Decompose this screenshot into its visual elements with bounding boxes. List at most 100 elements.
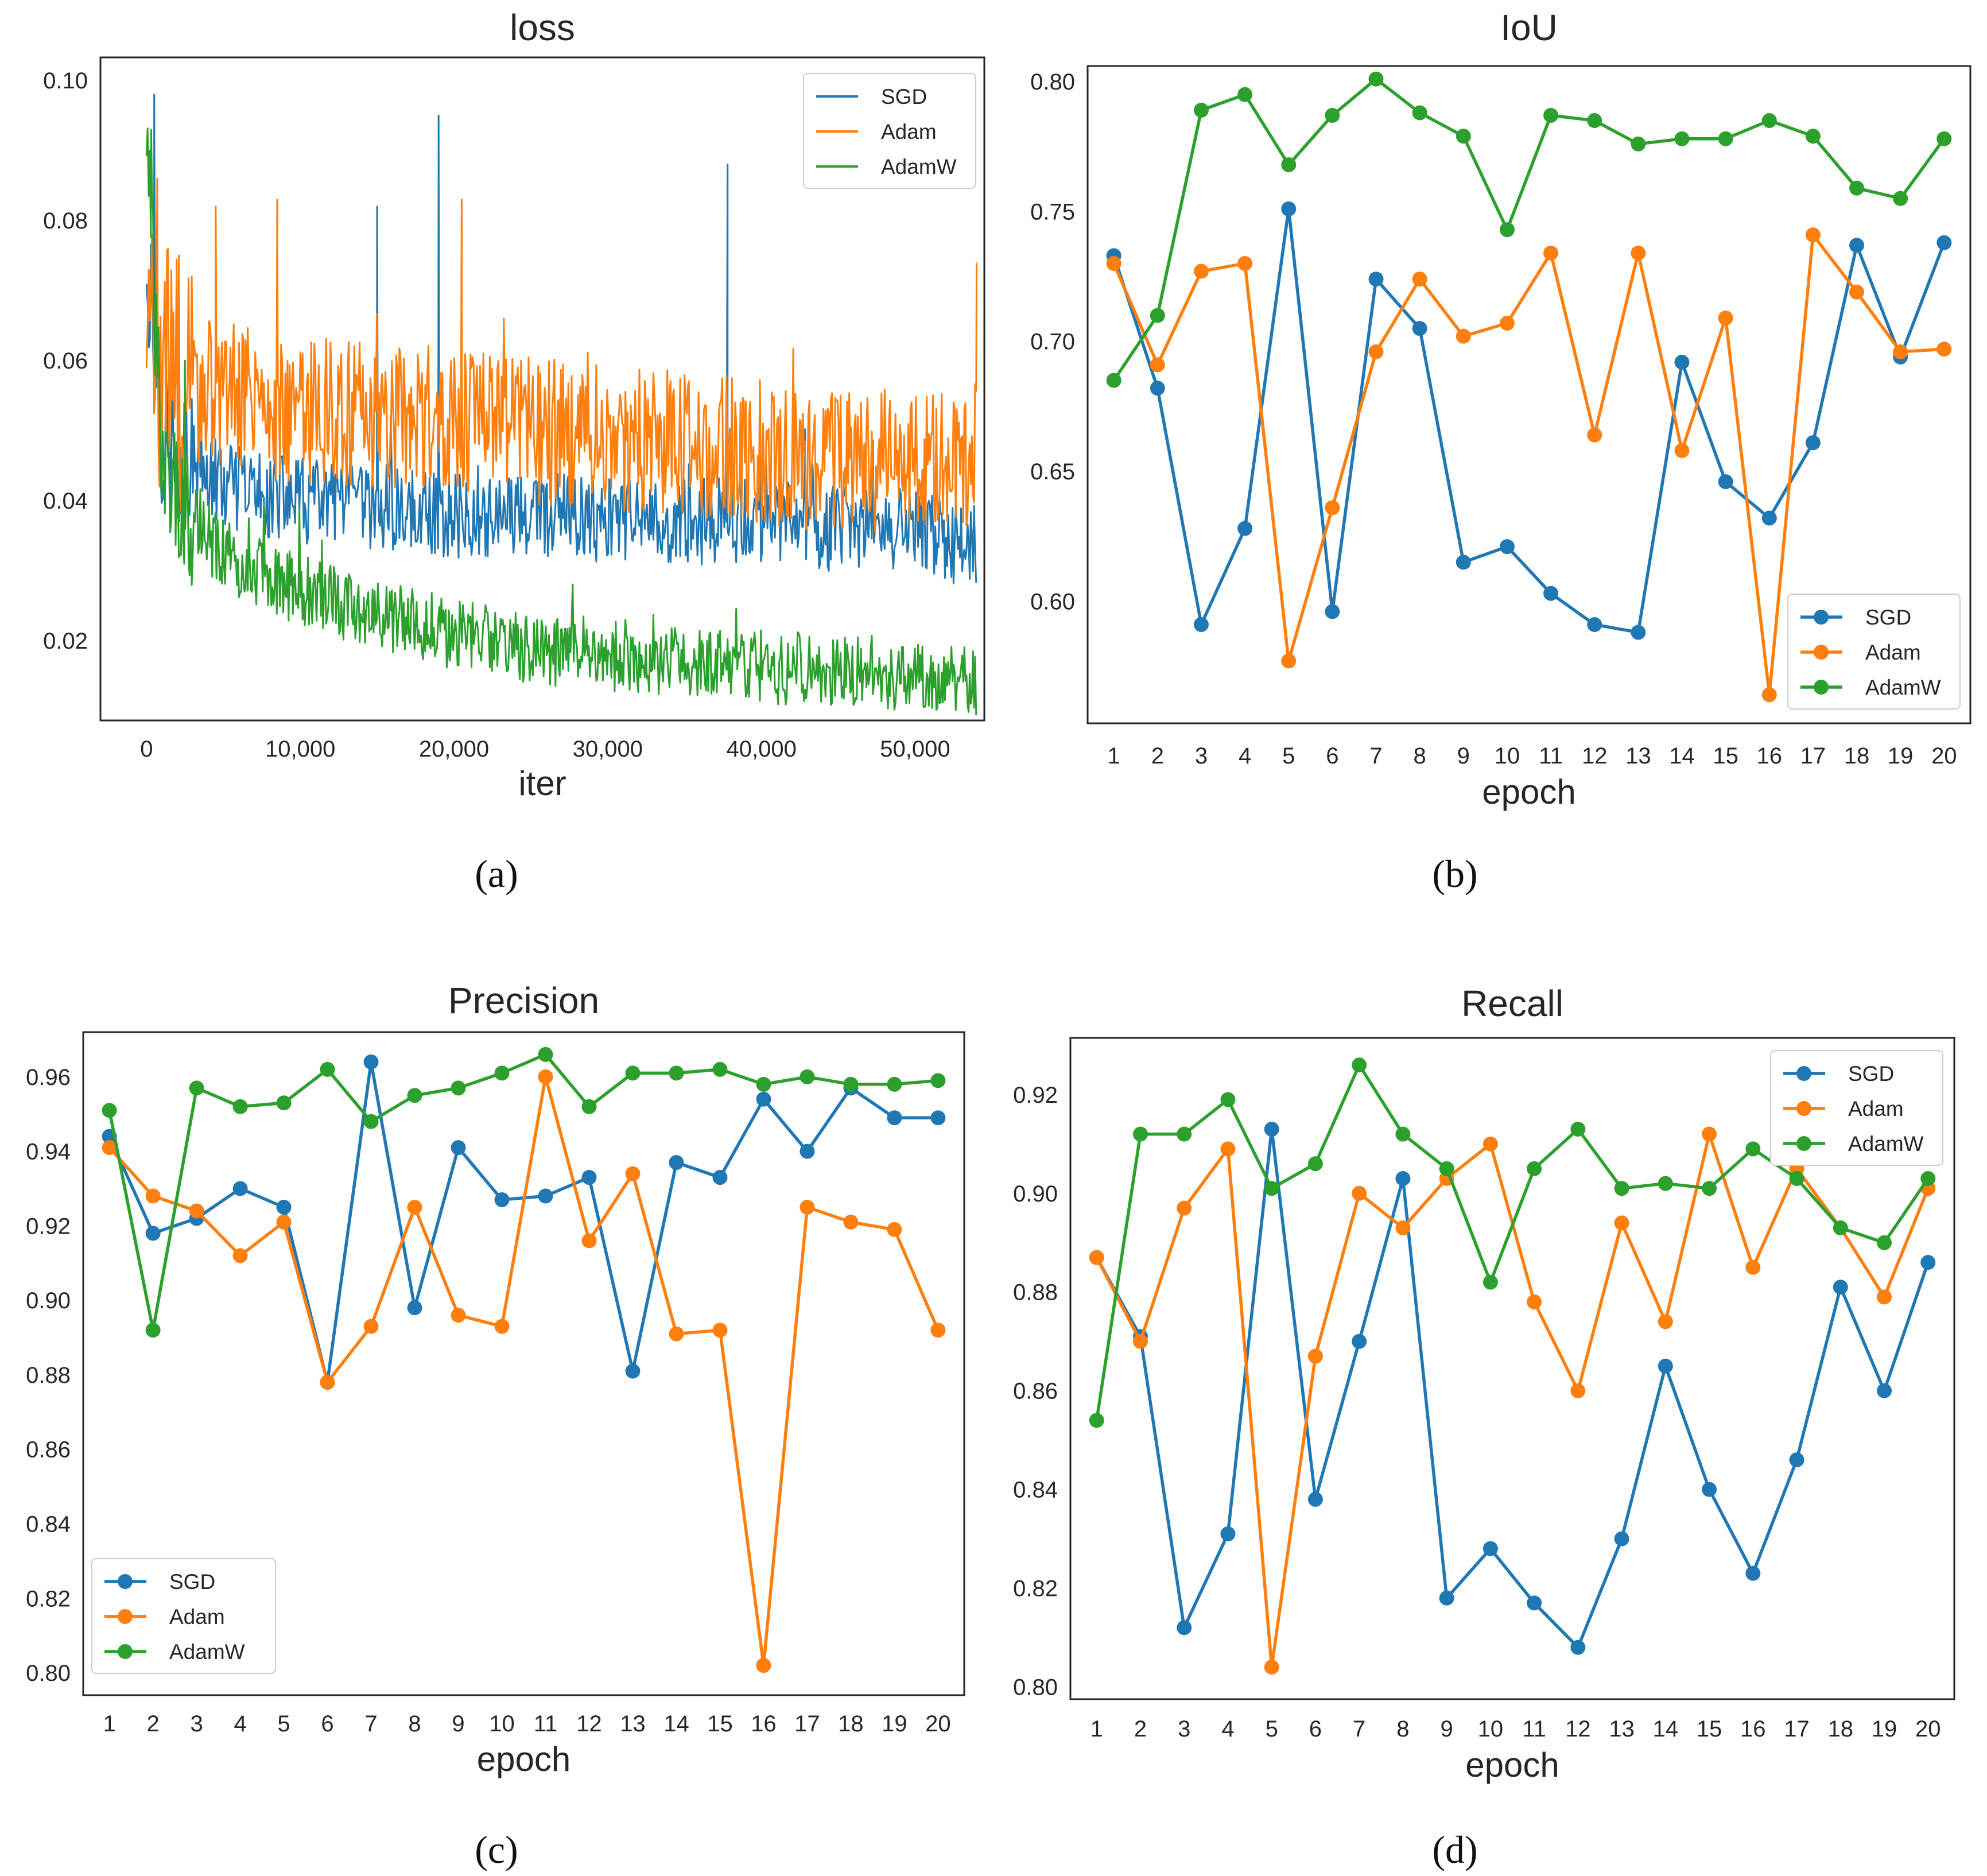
recall-point-adamw [1089, 1413, 1104, 1428]
recall-point-adamw [1132, 1126, 1148, 1142]
precision-x-tick-label: 11 [534, 1711, 558, 1737]
precision-point-adamw [451, 1080, 466, 1096]
precision-point-adamw [102, 1103, 117, 1118]
recall-legend-box [1770, 1050, 1943, 1166]
precision-point-adamw [320, 1061, 335, 1077]
recall-point-adam [1570, 1383, 1586, 1398]
iou-legend-label-adam: Adam [1865, 641, 1921, 664]
iou-point-adam [1631, 245, 1646, 261]
recall-line-sgd [1095, 1127, 1930, 1649]
precision-point-sgd [581, 1170, 597, 1185]
iou-point-sgd [1412, 321, 1427, 336]
precision-point-adamw [538, 1046, 553, 1062]
loss-y-tick-label: 0.02 [43, 629, 88, 654]
recall-point-adam [1658, 1314, 1673, 1330]
iou-x-tick-label: 10 [1495, 743, 1520, 769]
precision-legend-label-adamw: AdamW [169, 1640, 245, 1664]
precision-point-adam [756, 1658, 771, 1673]
recall-legend-label-adam: Adam [1848, 1097, 1904, 1121]
precision-legend-marker-adam [118, 1609, 133, 1624]
loss-y-tick-label: 0.08 [43, 208, 88, 234]
recall-point-adamw [1264, 1181, 1279, 1196]
recall-series-sgd [1089, 1122, 1936, 1655]
recall-x-tick-label: 17 [1784, 1716, 1810, 1742]
recall-y-tick-label: 0.84 [1013, 1478, 1058, 1503]
precision-point-adamw [712, 1061, 728, 1077]
recall-x-tick-label: 8 [1396, 1716, 1409, 1742]
recall-point-adam [1702, 1126, 1717, 1142]
recall-x-tick-label: 6 [1309, 1716, 1322, 1742]
iou-series-adamw [1106, 71, 1952, 388]
precision-point-adamw [669, 1065, 684, 1081]
recall-x-tick-label: 15 [1697, 1716, 1722, 1742]
recall-point-sgd [1789, 1452, 1804, 1468]
iou-x-tick-label: 20 [1931, 743, 1957, 769]
iou-line-sgd [1112, 207, 1946, 634]
iou-point-sgd [1849, 238, 1865, 253]
iou-point-sgd [1237, 521, 1253, 536]
iou-point-adam [1718, 310, 1733, 325]
loss-plot-frame [99, 56, 985, 722]
recall-point-adam [1483, 1136, 1498, 1152]
iou-point-adamw [1718, 131, 1733, 146]
loss-x-tick-label: 30,000 [573, 737, 643, 762]
iou-point-sgd [1281, 201, 1297, 216]
iou-line-adam [1112, 233, 1945, 696]
precision-y-tick-label: 0.96 [26, 1065, 71, 1090]
precision-legend-label-sgd: SGD [169, 1570, 215, 1594]
iou-point-adamw [1805, 129, 1821, 144]
iou-x-tick-label: 7 [1369, 743, 1382, 769]
precision-point-adam [320, 1374, 335, 1390]
iou-point-adamw [1106, 373, 1121, 388]
loss-y-tick-label: 0.04 [43, 489, 88, 514]
precision-x-tick-label: 18 [838, 1711, 864, 1737]
recall-x-tick-label: 19 [1872, 1716, 1897, 1742]
iou-x-tick-label: 5 [1282, 743, 1295, 769]
loss-y-tick-label: 0.10 [43, 68, 88, 94]
precision-y-tick-label: 0.92 [26, 1214, 71, 1239]
recall-legend-label-adamw: AdamW [1848, 1132, 1924, 1156]
precision-x-tick-label: 16 [751, 1711, 777, 1737]
recall-point-adamw [1833, 1220, 1848, 1235]
precision-series-adam [102, 1069, 946, 1673]
iou-point-adam [1893, 344, 1908, 359]
iou-point-sgd [1587, 617, 1602, 633]
precision-point-adam [712, 1323, 728, 1338]
recall-point-adamw [1352, 1057, 1367, 1073]
recall-point-sgd [1527, 1595, 1542, 1611]
recall-x-tick-label: 12 [1565, 1716, 1591, 1742]
precision-point-sgd [494, 1192, 510, 1207]
iou-legend-label-sgd: SGD [1865, 606, 1911, 629]
recall-point-sgd [1920, 1255, 1936, 1270]
precision-point-adamw [887, 1076, 902, 1092]
iou-point-adam [1761, 687, 1777, 703]
recall-point-sgd [1177, 1620, 1192, 1635]
precision-point-adam [494, 1319, 510, 1334]
iou-point-adamw [1193, 102, 1209, 118]
recall-y-tick-label: 0.80 [1013, 1675, 1058, 1700]
loss-x-tick-label: 20,000 [419, 737, 489, 762]
iou-point-sgd [1456, 555, 1471, 570]
recall-point-adamw [1395, 1126, 1411, 1142]
iou-point-sgd [1718, 474, 1733, 490]
precision-title: Precision [448, 980, 599, 1021]
recall-legend-marker-sgd [1796, 1066, 1811, 1081]
iou-point-adam [1412, 272, 1427, 287]
iou-point-sgd [1936, 235, 1952, 250]
iou-point-adamw [1456, 129, 1471, 144]
iou-x-tick-label: 15 [1713, 743, 1738, 769]
iou-legend-box [1787, 594, 1961, 710]
recall-point-adam [1877, 1289, 1892, 1305]
precision-x-tick-label: 1 [103, 1711, 115, 1737]
iou-x-tick-label: 12 [1582, 743, 1608, 769]
iou-x-tick-label: 16 [1757, 743, 1783, 769]
recall-x-tick-label: 4 [1221, 1716, 1234, 1742]
precision-point-adamw [494, 1065, 510, 1081]
iou-y-tick-label: 0.70 [1030, 330, 1075, 355]
recall-x-tick-label: 13 [1609, 1716, 1635, 1742]
iou-point-adam [1849, 284, 1865, 300]
recall-x-tick-label: 2 [1134, 1716, 1147, 1742]
iou-x-tick-label: 18 [1844, 743, 1870, 769]
iou-series-adam [1106, 227, 1952, 703]
